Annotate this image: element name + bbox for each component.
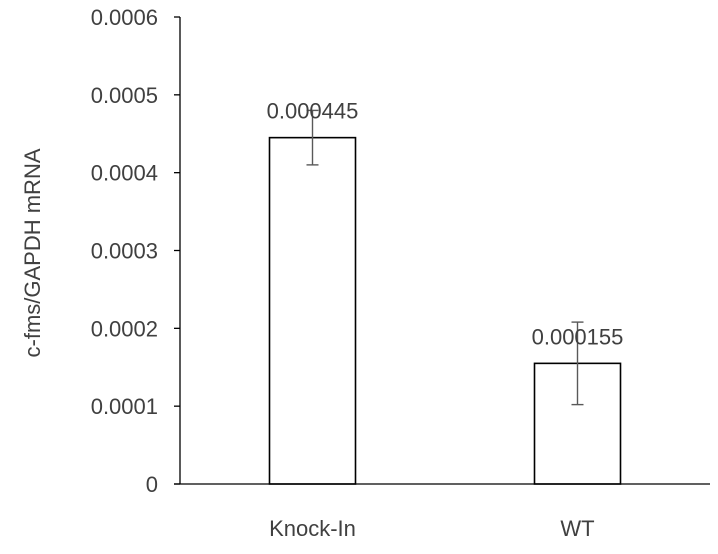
y-tick-labels-group: 0 0.0001 0.0002 0.0003 0.0004 0.0005 0.0006 [91, 5, 158, 497]
y-tick-label: 0.0004 [91, 161, 158, 186]
x-tick-label: WT [560, 516, 594, 541]
bars-group [268, 136, 622, 485]
y-tick-label: 0.0003 [91, 239, 158, 264]
y-tick-label: 0 [146, 472, 158, 497]
bar [268, 136, 357, 485]
y-tick-label: 0.0001 [91, 394, 158, 419]
y-tick-label: 0.0006 [91, 5, 158, 30]
x-tick-labels-group: Knock-In WT [269, 516, 595, 541]
error-bars-group [306, 109, 584, 406]
y-tick-label: 0.0002 [91, 316, 158, 341]
y-axis-title: c-fms/GAPDH mRNA [20, 148, 45, 357]
data-labels-group: 0.000445 0.000155 [267, 99, 624, 350]
x-tick-label: Knock-In [269, 516, 356, 541]
data-label: 0.000155 [532, 324, 624, 349]
y-tick-label: 0.0005 [91, 83, 158, 108]
axes-group [174, 16, 710, 485]
data-label: 0.000445 [267, 99, 359, 124]
